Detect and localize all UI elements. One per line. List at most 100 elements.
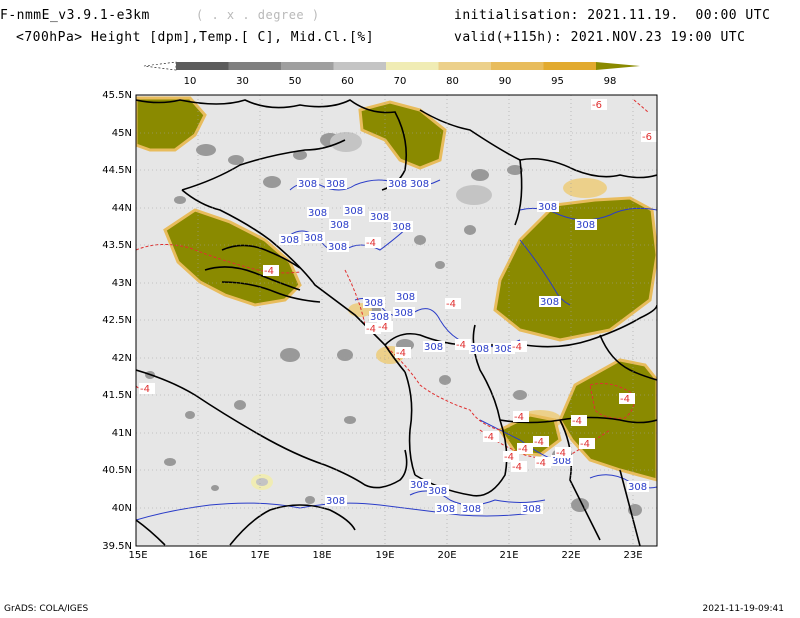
temp-label-text: -4 [396,348,406,359]
height-label: 308 [521,503,543,515]
grid-lines [136,95,657,546]
lat-label: 45N [112,128,132,139]
height-label-text: 308 [396,292,415,303]
height-label-text: 308 [540,297,559,308]
height-label-text: 308 [326,496,345,507]
height-label: 308 [325,495,347,507]
height-label-text: 308 [628,482,647,493]
map-border [135,94,658,547]
footer-credit: GrADS: COLA/IGES [4,604,89,614]
lat-label: 41N [112,428,132,439]
map-content: 308 308 308 308 308 308 308 308 308 308 … [136,95,657,546]
height-contour-labels: 308 308 308 308 308 308 308 308 308 308 … [279,178,649,515]
height-label: 308 [435,503,457,515]
height-label: 308 [391,221,413,233]
height-label: 308 [493,343,515,355]
temp-label-text: -4 [264,266,274,277]
temp-label-text: -4 [512,342,522,353]
temp-label-text: -4 [536,458,546,469]
temp-label-text: -4 [514,412,524,423]
temp-label: -4 [533,436,549,448]
height-label-text: 308 [462,504,481,515]
lat-label: 40N [112,503,132,514]
height-label: 308 [307,207,329,219]
field-subtitle: <700hPa> Height [dpm],Temp.[ C], Mid.Cl.… [16,30,375,45]
height-label-text: 308 [576,220,595,231]
temp-label-text: -4 [518,444,528,455]
height-label: 308 [461,503,483,515]
height-label-text: 308 [364,298,383,309]
lon-label: 18E [312,550,331,560]
height-label-text: 308 [370,312,389,323]
height-label: 308 [279,234,301,246]
height-label: 308 [539,296,561,308]
height-label: 308 [303,232,325,244]
height-label-text: 308 [428,486,447,497]
lon-label: 17E [250,550,269,560]
temp-label: -4 [503,451,519,463]
lat-label: 40.5N [102,465,132,476]
height-label: 308 [329,219,351,231]
temp-label-text: -4 [572,416,582,427]
temp-label-text: -4 [446,299,456,310]
height-label-text: 308 [304,233,323,244]
height-label: 308 [551,455,573,467]
temp-label: -4 [513,411,529,423]
colorbar-labels: 10 30 50 60 70 80 90 95 98 [184,76,617,87]
temp-label: -6 [591,99,607,111]
height-label-text: 308 [552,456,571,467]
temp-label-text: -4 [378,322,388,333]
lat-label: 41.5N [102,390,132,401]
height-label: 308 [369,311,391,323]
height-label: 308 [393,307,415,319]
temp-label: -4 [535,457,551,469]
height-label: 308 [327,241,349,253]
temperature-contour-labels: -4 -4 -4 -4 -4 -4 -4 -4 -4 -4 -4 -4 -4 -… [139,99,657,473]
colorbar-label: 50 [289,76,302,87]
temp-label-text: -4 [140,384,150,395]
temp-label: -6 [641,131,657,143]
lat-label: 43N [112,278,132,289]
footer-timestamp: 2021-11-19-09:41 [702,604,785,614]
colorbar-label: 90 [499,76,512,87]
lon-label: 21E [499,550,518,560]
height-label: 308 [387,178,409,190]
longitude-labels: 15E 16E 17E 18E 19E 20E 21E 22E 23E [128,550,642,560]
temp-label: -4 [139,383,155,395]
colorbar-over-triangle [596,62,640,70]
lat-label: 45.5N [102,90,132,101]
colorbar-box [333,62,386,70]
temp-label-text: -4 [504,452,514,463]
colorbar-label: 98 [604,76,617,87]
temp-label: -4 [619,393,635,405]
height-label-text: 308 [470,344,489,355]
height-label-text: 308 [424,342,443,353]
colorbar-label: 70 [394,76,407,87]
height-label: 308 [627,481,649,493]
height-label-text: 308 [494,344,513,355]
height-label-text: 308 [280,235,299,246]
lon-label: 20E [437,550,456,560]
height-label-text: 308 [308,208,327,219]
temp-label-text: -4 [456,340,466,351]
temp-label: -4 [395,347,411,359]
temp-label: -4 [445,298,461,310]
temp-label-text: -4 [620,394,630,405]
lat-label: 44.5N [102,165,132,176]
colorbar-label: 80 [446,76,459,87]
temp-label-text: -4 [484,432,494,443]
colorbar-box [176,62,229,70]
temp-label: -4 [483,431,499,443]
temp-label: -4 [571,415,587,427]
height-label-text: 308 [330,220,349,231]
lon-label: 16E [188,550,207,560]
colorbar-label: 10 [184,76,197,87]
valid-time: valid(+115h): 2021.NOV.23 19:00 UTC [454,30,746,45]
lat-label: 39.5N [102,541,132,552]
temp-label: -4 [517,443,533,455]
height-label-text: 308 [328,242,347,253]
colorbar-box [491,62,544,70]
lat-label: 42.5N [102,315,132,326]
height-label: 308 [409,178,431,190]
temp-label-text: -4 [534,437,544,448]
